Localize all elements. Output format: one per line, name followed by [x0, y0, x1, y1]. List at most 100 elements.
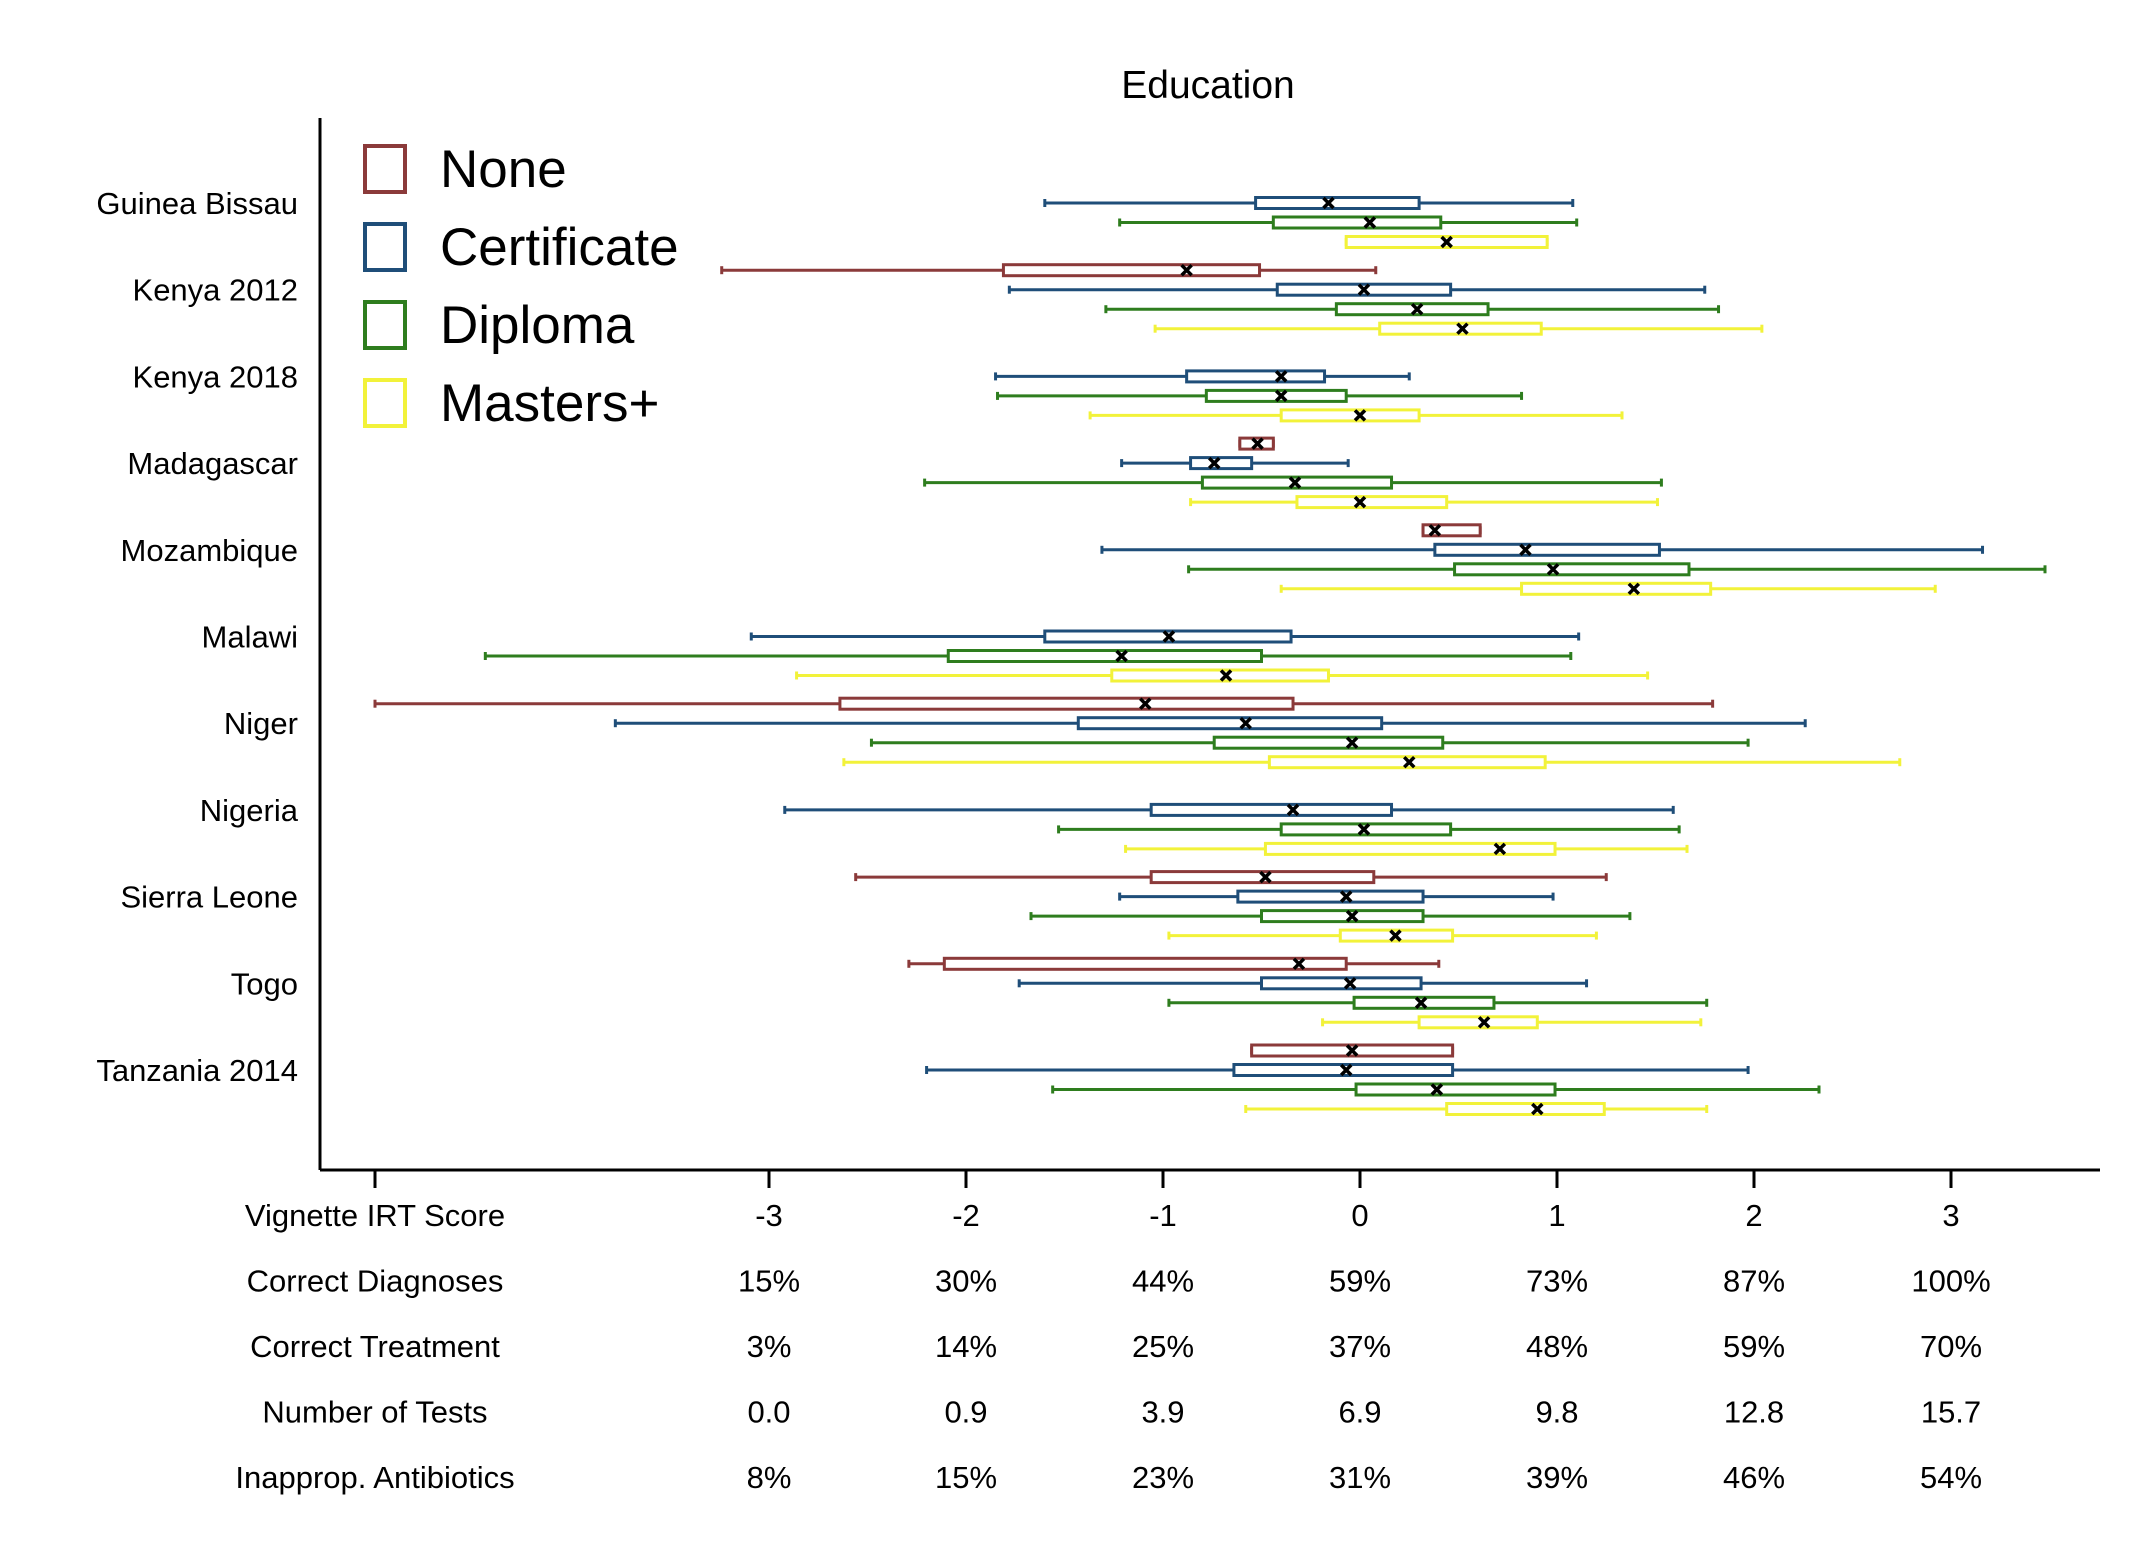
table-cell: 30% — [935, 1264, 997, 1299]
median-marker — [1259, 870, 1272, 884]
x-tick-label: 1 — [1548, 1198, 1565, 1233]
iqr-box — [942, 956, 1348, 971]
iqr-box — [1453, 562, 1691, 577]
table-row-label: Correct Treatment — [250, 1329, 500, 1364]
median-marker — [1546, 563, 1560, 576]
median-marker — [1519, 543, 1532, 557]
median-marker — [1292, 957, 1306, 971]
median-marker — [1339, 1063, 1353, 1077]
conversion-table: Vignette IRT Score -3 -2 -1 0 1 2 3 Correct Diag… — [235, 1198, 1990, 1495]
table-cell: 6.9 — [1338, 1395, 1381, 1430]
iqr-box — [1254, 196, 1421, 210]
table-cell: 48% — [1526, 1329, 1588, 1364]
table-cell: 8% — [747, 1460, 792, 1495]
median-marker — [1180, 263, 1193, 277]
country-label: Kenya 2012 — [133, 273, 298, 308]
box-group — [483, 629, 1650, 683]
x-tick-label: -1 — [1149, 1198, 1177, 1233]
iqr-box — [1204, 388, 1348, 403]
x-tick-label: -2 — [952, 1198, 980, 1233]
country-label: Kenya 2018 — [133, 359, 298, 394]
median-marker — [1219, 669, 1233, 682]
median-marker — [1115, 649, 1128, 663]
country-label: Tanzania 2014 — [96, 1053, 298, 1088]
median-marker — [1207, 456, 1221, 470]
table-cell: 39% — [1526, 1460, 1588, 1495]
median-marker — [1239, 716, 1252, 730]
iqr-box — [1260, 909, 1425, 924]
legend-swatch — [363, 144, 407, 194]
iqr-box — [1445, 1102, 1606, 1116]
box-group — [907, 956, 1709, 1030]
median-marker — [1357, 283, 1371, 296]
median-marker — [1363, 216, 1377, 229]
x-tick-label: 3 — [1942, 1198, 1959, 1233]
country-label: Sierra Leone — [120, 880, 298, 915]
box-group — [373, 696, 1902, 770]
box-group — [1100, 523, 2047, 596]
country-label: Niger — [224, 706, 298, 741]
iqr-box — [1149, 870, 1376, 885]
x-tick-label: 0 — [1351, 1198, 1368, 1233]
country-label: Togo — [231, 966, 298, 1001]
table-cell: 15.7 — [1921, 1395, 1981, 1430]
median-marker — [1428, 524, 1442, 537]
table-cell: 59% — [1723, 1329, 1785, 1364]
table-cell: 15% — [738, 1264, 800, 1299]
country-label: Malawi — [202, 620, 298, 655]
table-cell: 59% — [1329, 1264, 1391, 1299]
median-marker — [1274, 389, 1288, 403]
median-marker — [1430, 1083, 1444, 1096]
box-group — [994, 369, 1624, 423]
median-marker — [1345, 909, 1359, 923]
table-cell: 0.0 — [747, 1395, 790, 1430]
iqr-box — [1417, 1015, 1539, 1030]
median-marker — [1353, 495, 1367, 509]
median-marker — [1456, 322, 1469, 335]
median-marker — [1440, 235, 1453, 249]
table-cell: 23% — [1132, 1460, 1194, 1495]
legend: None Certificate Diploma Masters+ — [363, 140, 679, 433]
box-group — [1043, 196, 1579, 249]
table-cell: 25% — [1132, 1329, 1194, 1364]
iqr-box — [1295, 495, 1449, 510]
median-marker — [1286, 803, 1300, 817]
iqr-box — [1334, 302, 1490, 317]
table-row-label: Inapprop. Antibiotics — [235, 1460, 514, 1495]
table-row-label: Vignette IRT Score — [245, 1198, 505, 1233]
median-marker — [1414, 996, 1428, 1010]
median-marker — [1410, 302, 1424, 316]
legend-label: None — [440, 140, 567, 199]
median-marker — [1288, 476, 1302, 489]
iqr-box — [1421, 523, 1482, 538]
iqr-box — [838, 696, 1295, 711]
iqr-box — [1236, 889, 1425, 904]
iqr-box — [1212, 735, 1445, 750]
table-cell: 87% — [1723, 1264, 1785, 1299]
median-marker — [1477, 1016, 1491, 1029]
median-marker — [1345, 1044, 1359, 1057]
iqr-box — [1076, 716, 1384, 731]
iqr-box — [1279, 408, 1421, 423]
legend-swatch — [363, 300, 407, 350]
box-group — [720, 263, 1764, 336]
iqr-box — [1185, 369, 1327, 384]
iqr-box — [1149, 802, 1394, 817]
x-tick-label: 2 — [1745, 1198, 1762, 1233]
country-label: Guinea Bissau — [96, 186, 298, 221]
country-label: Madagascar — [127, 446, 298, 481]
table-cell: 44% — [1132, 1264, 1194, 1299]
legend-label: Certificate — [440, 218, 679, 277]
iqr-box — [1260, 976, 1423, 991]
table-row-label: Number of Tests — [262, 1395, 487, 1430]
iqr-box — [1263, 841, 1557, 856]
chart-title: Education — [1121, 64, 1294, 107]
median-marker — [1343, 977, 1357, 990]
country-label: Mozambique — [121, 533, 298, 568]
median-marker — [1322, 196, 1335, 210]
iqr-box — [1189, 456, 1254, 471]
table-cell: 31% — [1329, 1460, 1391, 1495]
median-marker — [1389, 929, 1402, 942]
table-cell: 3% — [747, 1329, 792, 1364]
table-cell: 9.8 — [1535, 1395, 1578, 1430]
